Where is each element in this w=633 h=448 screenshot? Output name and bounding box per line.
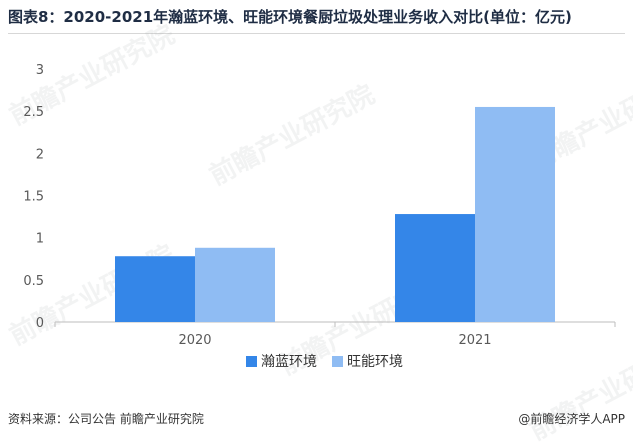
credit-note: @前瞻经济学人APP [518, 412, 625, 426]
y-tick-label: 1.5 [23, 190, 44, 205]
legend-label-1: 旺能环境 [347, 354, 403, 370]
legend-swatch-1 [332, 356, 343, 367]
y-tick-label: 2.5 [23, 105, 44, 120]
x-tick-label: 2021 [458, 333, 491, 348]
legend-label-0: 瀚蓝环境 [261, 354, 317, 370]
y-tick-label: 0 [36, 316, 44, 331]
bar-1-1 [475, 106, 555, 322]
x-tick-label: 2020 [178, 333, 211, 348]
y-tick-label: 1 [36, 232, 44, 247]
bar-chart: 0 0.5 1 1.5 2 2.5 3 2020 2021 瀚蓝环境 旺能环境 [23, 63, 616, 370]
bar-0-0 [115, 256, 195, 322]
title-divider [8, 33, 625, 34]
bar-0-1 [395, 214, 475, 322]
legend-swatch-0 [246, 356, 257, 367]
chart-title: 图表8：2020-2021年瀚蓝环境、旺能环境餐厨垃圾处理业务收入对比(单位：亿… [8, 8, 572, 26]
y-tick-label: 0.5 [23, 274, 44, 289]
source-note: 资料来源：公司公告 前瞻产业研究院 [8, 412, 204, 426]
y-tick-label: 3 [36, 63, 44, 78]
y-tick-label: 2 [36, 147, 44, 162]
bar-1-0 [195, 247, 275, 322]
